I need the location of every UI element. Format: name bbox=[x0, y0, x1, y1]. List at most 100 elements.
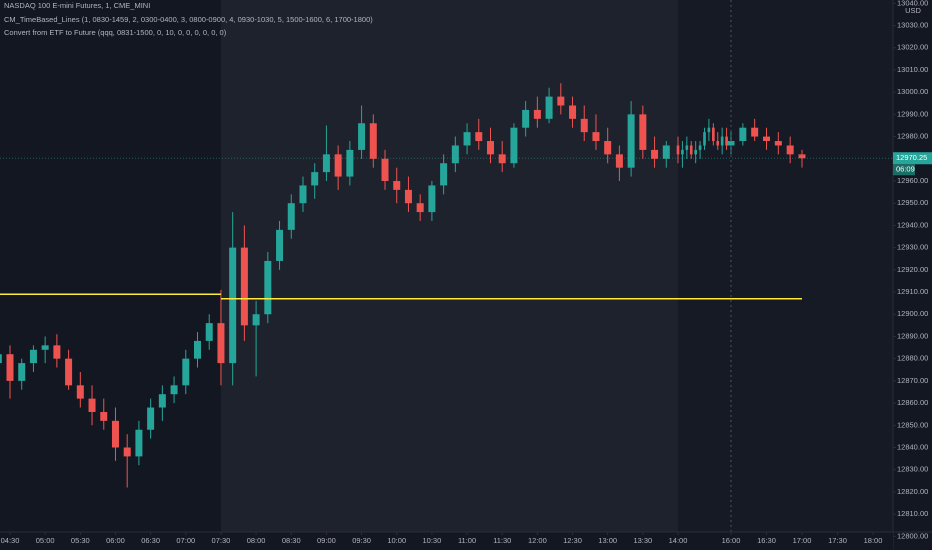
indicator-label: Convert from ETF to Future (qqq, 0831-15… bbox=[4, 28, 227, 37]
candle-body bbox=[428, 185, 436, 213]
y-tick-label: 12910.00 bbox=[897, 287, 928, 296]
candle-body bbox=[694, 149, 697, 155]
x-tick-label: 04:30 bbox=[1, 536, 20, 545]
x-tick-label: 18:00 bbox=[864, 536, 883, 545]
candle-body bbox=[229, 247, 237, 364]
y-tick-label: 12810.00 bbox=[897, 509, 928, 518]
candle-body bbox=[498, 154, 506, 164]
candle-body bbox=[475, 132, 483, 142]
indicator-label: CM_TimeBased_Lines (1, 0830-1459, 2, 030… bbox=[4, 15, 373, 24]
candle-body bbox=[334, 154, 342, 177]
x-tick-label: 06:30 bbox=[141, 536, 160, 545]
x-tick-label: 06:00 bbox=[106, 536, 125, 545]
y-tick-label: 12860.00 bbox=[897, 398, 928, 407]
candle-body bbox=[76, 385, 84, 399]
x-tick-label: 12:30 bbox=[563, 536, 582, 545]
candle-body bbox=[264, 260, 272, 315]
candle-body bbox=[569, 105, 577, 119]
candle-body bbox=[639, 114, 647, 150]
y-tick-label: 12820.00 bbox=[897, 487, 928, 496]
y-tick-label: 12880.00 bbox=[897, 354, 928, 363]
candle-body bbox=[545, 96, 553, 119]
x-tick-label: 08:00 bbox=[247, 536, 266, 545]
y-tick-label: 12950.00 bbox=[897, 198, 928, 207]
x-tick-label: 17:00 bbox=[793, 536, 812, 545]
candle-body bbox=[381, 158, 389, 181]
candle-body bbox=[123, 447, 131, 457]
last-price-badge bbox=[893, 152, 932, 165]
candle-body bbox=[698, 145, 702, 150]
x-tick-label: 11:00 bbox=[458, 536, 476, 545]
candle-body bbox=[287, 203, 295, 230]
candle-body bbox=[703, 132, 706, 146]
candle-body bbox=[346, 149, 354, 177]
candle-body bbox=[786, 145, 794, 155]
x-tick-label: 07:00 bbox=[176, 536, 195, 545]
candle-body bbox=[774, 141, 782, 146]
y-tick-label: 12920.00 bbox=[897, 265, 928, 274]
candle-body bbox=[0, 354, 2, 364]
x-tick-label: 13:30 bbox=[633, 536, 652, 545]
candle-body bbox=[53, 345, 61, 359]
candle-body bbox=[510, 127, 518, 164]
candle-body bbox=[18, 363, 26, 381]
candle-body bbox=[29, 349, 37, 364]
candle-body bbox=[676, 145, 680, 155]
y-tick-label: 12990.00 bbox=[897, 109, 928, 118]
candle-body bbox=[739, 127, 747, 142]
candle-body bbox=[311, 172, 319, 186]
y-tick-label: 12840.00 bbox=[897, 442, 928, 451]
candle-body bbox=[217, 323, 225, 364]
post-session-region bbox=[678, 0, 893, 532]
candle-body bbox=[147, 407, 155, 430]
y-tick-label: 12980.00 bbox=[897, 132, 928, 141]
candle-body bbox=[604, 141, 612, 155]
candle-body bbox=[720, 136, 724, 146]
candle-body bbox=[194, 340, 202, 359]
candle-body bbox=[580, 118, 588, 133]
candle-body bbox=[182, 358, 190, 386]
y-tick-label: 12830.00 bbox=[897, 465, 928, 474]
y-tick-label: 12930.00 bbox=[897, 243, 928, 252]
last-price-label: 12970.25 bbox=[896, 153, 927, 162]
candle-body bbox=[135, 429, 143, 457]
candle-body bbox=[681, 149, 684, 155]
candle-body bbox=[707, 127, 711, 133]
candle-body bbox=[205, 323, 213, 341]
x-tick-label: 09:00 bbox=[317, 536, 336, 545]
candle-body bbox=[725, 136, 728, 146]
candle-body bbox=[41, 345, 49, 350]
candle-body bbox=[557, 96, 565, 106]
x-tick-label: 10:00 bbox=[387, 536, 406, 545]
candle-body bbox=[486, 141, 494, 155]
y-tick-label: 12900.00 bbox=[897, 309, 928, 318]
x-tick-label: 11:30 bbox=[493, 536, 511, 545]
y-tick-label: 12940.00 bbox=[897, 220, 928, 229]
x-tick-label: 12:00 bbox=[528, 536, 547, 545]
chart-title: NASDAQ 100 E-mini Futures, 1, CME_MINI bbox=[4, 1, 150, 10]
countdown-badge bbox=[893, 164, 915, 176]
x-tick-label: 14:00 bbox=[669, 536, 688, 545]
candle-body bbox=[727, 141, 735, 146]
y-tick-label: 12890.00 bbox=[897, 331, 928, 340]
candle-body bbox=[751, 127, 759, 137]
candle-body bbox=[716, 141, 720, 146]
y-tick-label: 13030.00 bbox=[897, 21, 928, 30]
plot-area bbox=[0, 0, 893, 532]
price-axis bbox=[893, 0, 932, 550]
candle-body bbox=[170, 385, 178, 395]
candle-body bbox=[463, 132, 471, 146]
y-tick-label: 12850.00 bbox=[897, 420, 928, 429]
currency-label: USD bbox=[905, 6, 921, 15]
candle-body bbox=[662, 145, 670, 159]
candle-body bbox=[440, 163, 448, 186]
countdown-label: 06:09 bbox=[896, 165, 915, 174]
candle-body bbox=[651, 149, 659, 159]
y-tick-label: 13040.00 bbox=[897, 0, 928, 7]
x-tick-label: 10:30 bbox=[423, 536, 442, 545]
candle-body bbox=[522, 109, 530, 128]
candle-body bbox=[6, 354, 14, 381]
candle-body bbox=[533, 109, 541, 119]
